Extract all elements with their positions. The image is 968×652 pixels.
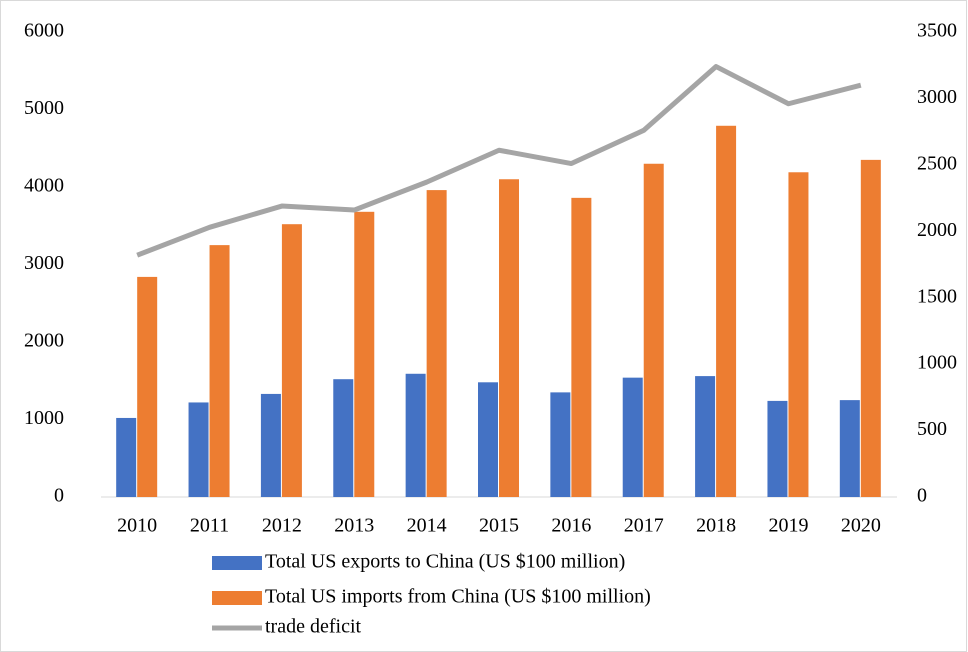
y2-tick-label: 1500 (917, 285, 957, 307)
bar (405, 373, 426, 497)
y2-tick-label: 500 (917, 418, 947, 440)
bar (281, 224, 302, 497)
bar (116, 417, 137, 497)
y-tick-label: 1000 (24, 407, 64, 429)
legend-label: trade deficit (265, 616, 361, 638)
x-tick-label: 2016 (551, 515, 591, 537)
bar (767, 400, 788, 497)
bar (860, 159, 881, 497)
x-tick-label: 2017 (624, 515, 664, 537)
x-tick-label: 2015 (479, 515, 519, 537)
bar (478, 382, 498, 497)
bar (622, 377, 643, 497)
bar (188, 402, 209, 497)
x-tick-label: 2011 (190, 515, 229, 537)
y-tick-label: 2000 (24, 330, 64, 352)
bar (499, 179, 519, 497)
x-tick-label: 2014 (407, 515, 447, 537)
bar (209, 245, 230, 497)
bar (137, 276, 158, 497)
line (136, 64, 862, 258)
x-tick-label: 2010 (117, 515, 157, 537)
bar (839, 400, 860, 497)
bar (571, 197, 592, 497)
y-tick-label: 6000 (24, 20, 64, 42)
y2-tick-label: 3500 (917, 20, 957, 42)
y2-tick-label: 2500 (917, 152, 957, 174)
bar (643, 163, 664, 497)
legend-label: Total US imports from China (US $100 mil… (265, 586, 651, 608)
y2-tick-label: 1000 (917, 352, 957, 374)
y-tick-label: 5000 (24, 97, 64, 119)
y-tick-label: 3000 (24, 252, 64, 274)
x-tick-label: 2018 (696, 515, 736, 537)
x-tick-label: 2013 (334, 515, 374, 537)
bar (333, 379, 354, 497)
x-tick-label: 2020 (841, 515, 881, 537)
bar (260, 393, 281, 497)
x-tick-label: 2012 (262, 515, 302, 537)
bar (550, 392, 571, 497)
y-tick-label: 0 (54, 485, 64, 507)
legend-swatch (212, 591, 262, 605)
bar (426, 190, 447, 497)
bar (695, 376, 716, 497)
x-tick-label: 2019 (768, 515, 808, 537)
y2-tick-label: 0 (917, 485, 927, 507)
legend-swatch (212, 556, 262, 570)
y2-tick-label: 3000 (917, 86, 957, 108)
legend-label: Total US exports to China (US $100 milli… (265, 551, 625, 573)
bar (788, 172, 809, 497)
y2-tick-label: 2000 (917, 219, 957, 241)
y-tick-label: 4000 (24, 175, 64, 197)
bar (354, 211, 375, 498)
bar (716, 125, 737, 498)
